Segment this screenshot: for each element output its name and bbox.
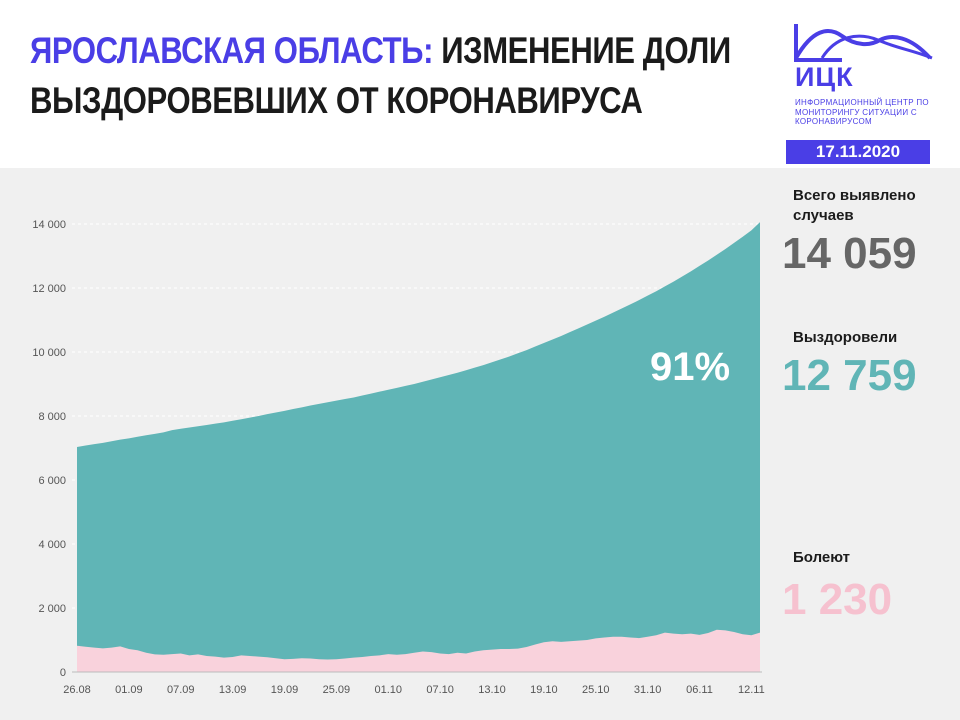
- sick-area-series: [77, 629, 760, 672]
- logo-subtitle: ИНФОРМАЦИОННЫЙ ЦЕНТР ПО МОНИТОРИНГУ СИТУ…: [795, 98, 929, 126]
- x-tick-label: 25.10: [582, 684, 610, 696]
- recovered-value: 12 759: [782, 351, 917, 400]
- page-title: ЯРОСЛАВСКАЯ ОБЛАСТЬ: ИЗМЕНЕНИЕ ДОЛИ ВЫЗД…: [30, 26, 731, 126]
- x-tick-label: 01.09: [115, 684, 143, 696]
- y-tick-label: 14 000: [32, 219, 66, 231]
- y-tick-label: 10 000: [32, 347, 66, 359]
- y-tick-label: 6 000: [38, 475, 66, 487]
- logo-name: ИЦК: [795, 62, 854, 92]
- y-tick-label: 2 000: [38, 603, 66, 615]
- date-badge: 17.11.2020: [786, 140, 930, 164]
- x-tick-label: 13.10: [478, 684, 506, 696]
- title-topic-line2: ВЫЗДОРОВЕВШИХ ОТ КОРОНАВИРУСА: [30, 80, 643, 121]
- y-tick-label: 0: [60, 667, 66, 679]
- x-tick-label: 19.10: [530, 684, 558, 696]
- x-tick-label: 07.09: [167, 684, 195, 696]
- x-tick-label: 13.09: [219, 684, 247, 696]
- recovered-area-series: [77, 222, 760, 672]
- logo-mark-icon: [794, 24, 933, 62]
- x-tick-label: 07.10: [426, 684, 454, 696]
- x-tick-label: 06.11: [686, 684, 713, 696]
- x-tick-label: 19.09: [271, 684, 299, 696]
- x-tick-label: 25.09: [323, 684, 351, 696]
- title-topic-line1: ИЗМЕНЕНИЕ ДОЛИ: [441, 30, 731, 71]
- y-tick-label: 4 000: [38, 539, 66, 551]
- y-tick-label: 12 000: [32, 283, 66, 295]
- title-region: ЯРОСЛАВСКАЯ ОБЛАСТЬ:: [30, 30, 434, 71]
- x-tick-label: 31.10: [634, 684, 662, 696]
- y-tick-label: 8 000: [38, 411, 66, 423]
- total-cases-value: 14 059: [782, 229, 917, 278]
- x-tick-label: 01.10: [374, 684, 402, 696]
- x-tick-label: 26.08: [63, 684, 91, 696]
- sick-value: 1 230: [782, 575, 893, 624]
- sick-label: Болеют: [793, 549, 851, 566]
- x-tick-label: 12.11: [738, 684, 765, 696]
- recovered-label: Выздоровели: [793, 329, 898, 346]
- total-cases-label: Всего выявлено случаев: [793, 187, 916, 224]
- recovered-share-annotation: 91%: [650, 345, 730, 389]
